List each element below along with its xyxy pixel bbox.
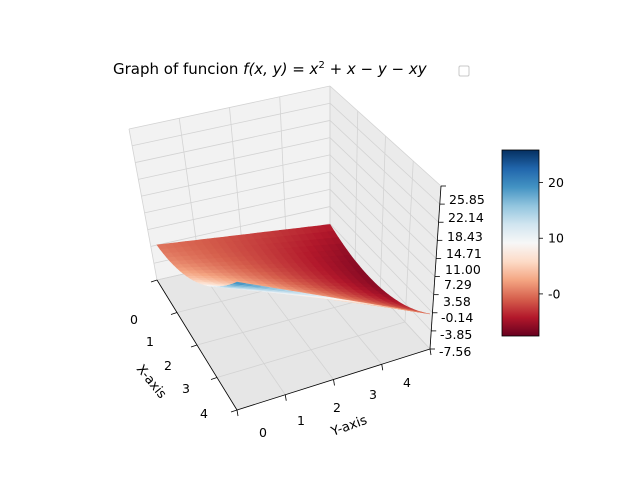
grid-line bbox=[379, 135, 386, 296]
y-axis-tick bbox=[381, 364, 384, 371]
grid-line bbox=[138, 137, 331, 180]
x-tick-label: 0 bbox=[130, 312, 138, 327]
z-tick-label: -7.56 bbox=[439, 344, 471, 359]
x-tick-label: 4 bbox=[200, 406, 208, 421]
grid-line bbox=[216, 321, 406, 378]
grid-line bbox=[135, 120, 331, 163]
grid-line bbox=[132, 102, 331, 147]
y-tick-label: 2 bbox=[333, 400, 341, 415]
x-axis-tick bbox=[210, 377, 218, 380]
title-formula-f: f bbox=[243, 60, 251, 78]
colorbar-ticks: -0 10 20 bbox=[539, 175, 564, 301]
grid-line bbox=[150, 206, 331, 247]
title-formula-args: (x, y) = x bbox=[248, 60, 318, 78]
chart-title: Graph of funcion f(x, y) = x2 + x − y − … bbox=[113, 60, 428, 78]
z-tick-label: 3.58 bbox=[443, 294, 471, 309]
grid-line bbox=[141, 154, 331, 197]
y-axis-tick bbox=[284, 394, 287, 401]
title-formula-sup: 2 bbox=[318, 60, 324, 71]
title-formula-tail: + x − y − xy bbox=[325, 60, 428, 78]
x-axis-tick bbox=[170, 312, 178, 315]
z-tick-labels: -7.56 -3.85 -0.14 3.58 7.29 11.00 14.71 … bbox=[439, 192, 485, 359]
z-tick-label: 7.29 bbox=[444, 277, 472, 292]
grid-line bbox=[128, 85, 331, 130]
colorbar-tick-label: -0 bbox=[548, 286, 561, 301]
x-axis-tick bbox=[230, 409, 238, 413]
colorbar-gradient bbox=[501, 149, 540, 337]
z-tick-label: 11.00 bbox=[445, 262, 481, 277]
y-axis-label: Y-axis bbox=[328, 413, 369, 440]
legend-box bbox=[458, 65, 470, 77]
x-tick-label: 3 bbox=[182, 381, 190, 396]
title-prefix: Graph of funcion bbox=[113, 60, 243, 78]
surface-facet bbox=[232, 281, 247, 286]
colorbar-tick-label: 20 bbox=[548, 175, 564, 190]
axis-lines bbox=[150, 185, 446, 417]
y-tick-labels: 0 1 2 3 4 bbox=[259, 375, 411, 440]
y-tick-label: 3 bbox=[369, 387, 377, 402]
colorbar-tick-label: 10 bbox=[548, 231, 564, 246]
x-axis-tick bbox=[190, 344, 198, 348]
x-tick-label: 1 bbox=[146, 334, 154, 349]
y-tick-label: 1 bbox=[297, 413, 305, 428]
y-tick-label: 4 bbox=[403, 375, 411, 390]
z-tick-label: 14.71 bbox=[446, 246, 482, 261]
z-tick-label: 18.43 bbox=[447, 229, 483, 244]
colorbar: -0 10 20 bbox=[501, 149, 564, 337]
z-tick-label: 22.14 bbox=[448, 210, 484, 225]
z-axis-line bbox=[429, 185, 442, 350]
grid-line bbox=[279, 96, 288, 251]
grid-line bbox=[354, 110, 359, 269]
grid-line bbox=[128, 128, 158, 281]
grid-line bbox=[404, 160, 414, 323]
y-axis-tick bbox=[333, 379, 335, 386]
x-tick-label: 2 bbox=[164, 358, 172, 373]
y-axis-tick bbox=[236, 409, 239, 417]
y-axis-tick bbox=[429, 348, 432, 356]
grid-line bbox=[147, 188, 331, 231]
z-tick-label: -0.14 bbox=[441, 310, 473, 325]
x-axis-tick bbox=[150, 279, 158, 283]
y-tick-label: 0 bbox=[259, 425, 267, 440]
grid-line bbox=[144, 171, 331, 214]
z-tick-label: -3.85 bbox=[440, 327, 472, 342]
back-pane-y bbox=[330, 86, 441, 349]
x-tick-labels: 0 1 2 3 4 bbox=[130, 312, 208, 421]
z-tick-label: 25.85 bbox=[449, 192, 485, 207]
surface-plot bbox=[156, 224, 431, 315]
